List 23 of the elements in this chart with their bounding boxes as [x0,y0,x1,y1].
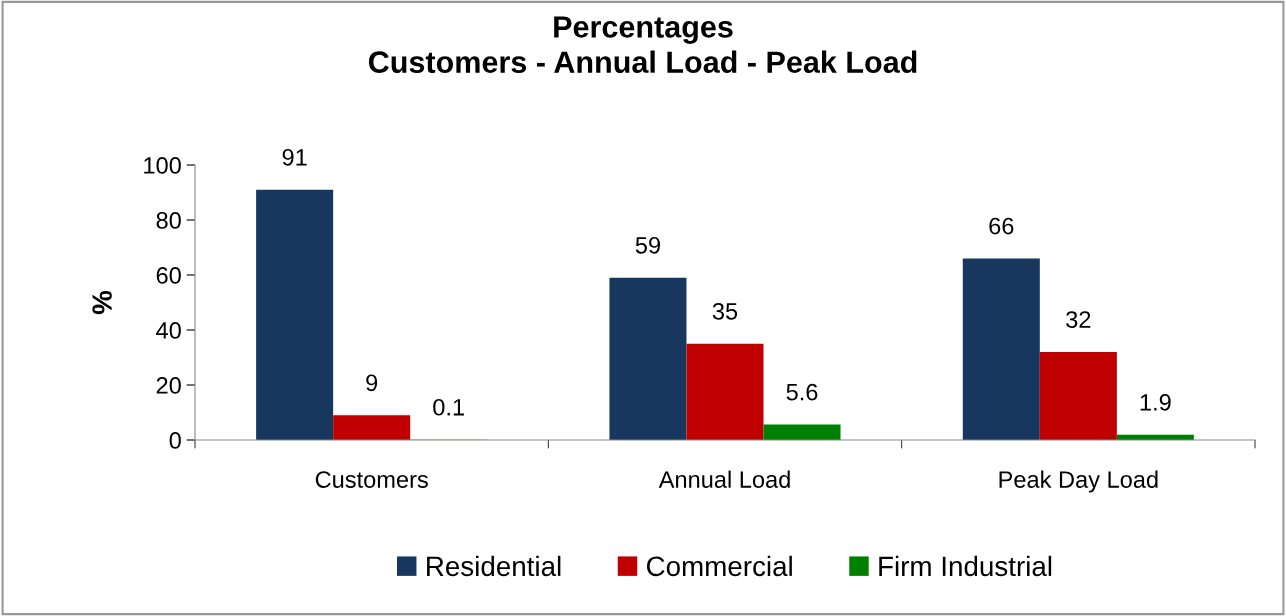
data-label: 5.6 [786,383,818,401]
y-tick-label: 100 [144,157,181,174]
data-label: 9 [366,374,378,392]
y-axis-title: % [92,290,112,315]
data-label: 35 [712,302,738,320]
data-label: 91 [282,148,307,166]
x-tick-label: Peak Day Load [999,470,1158,493]
legend-label: Commercial [646,555,792,577]
data-label: 32 [1066,311,1091,328]
data-label: 66 [989,217,1014,235]
legend-label: Residential [427,555,561,577]
y-tick-label: 60 [156,267,181,284]
y-tick-label: 0 [169,432,181,449]
y-tick-label: 20 [156,377,181,394]
data-label: 59 [635,236,660,254]
x-tick-label: Annual Load [658,470,790,488]
legend-label: Firm Industrial [879,555,1052,577]
data-label: 0.1 [433,398,464,416]
data-label: 1.9 [1140,393,1171,411]
y-tick-label: 80 [156,212,181,229]
chart-title: Percentages Customers - Annual Load - Peak Load [368,16,917,73]
x-tick-label: Customers [315,471,428,488]
y-tick-label: 40 [156,322,181,339]
